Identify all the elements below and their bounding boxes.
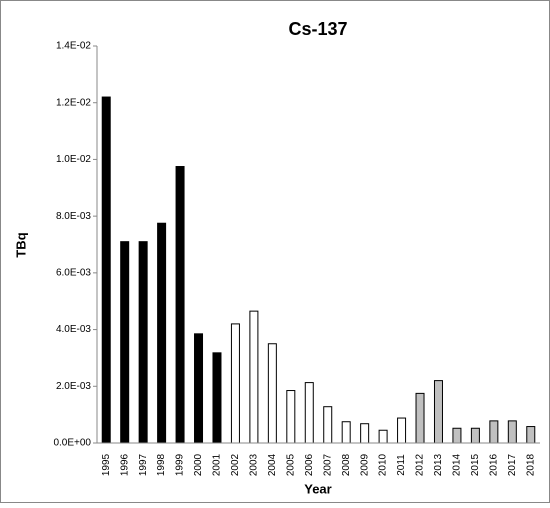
y-axis-label: TBq bbox=[13, 232, 28, 257]
x-tick-label: 2017 bbox=[507, 453, 518, 476]
x-tick-label: 2010 bbox=[378, 453, 389, 476]
x-tick-label: 2002 bbox=[230, 453, 241, 476]
y-tick-label: 1.4E-02 bbox=[56, 41, 91, 52]
y-tick-label: 2.0E-03 bbox=[56, 381, 91, 392]
bar bbox=[286, 390, 296, 444]
bar bbox=[267, 343, 277, 444]
bar bbox=[341, 421, 351, 444]
bar bbox=[175, 166, 185, 444]
y-tick-label: 8.0E-03 bbox=[56, 211, 91, 222]
x-tick-label: 1996 bbox=[119, 453, 130, 476]
x-axis-label: Year bbox=[304, 481, 331, 496]
y-tick-label: 6.0E-03 bbox=[56, 267, 91, 278]
chart-title: Cs-137 bbox=[288, 19, 347, 39]
bar bbox=[433, 380, 443, 444]
x-tick-label: 2000 bbox=[193, 453, 204, 476]
x-tick-label: 2001 bbox=[212, 453, 223, 476]
bar bbox=[489, 420, 499, 444]
x-tick-label: 2009 bbox=[359, 453, 370, 476]
x-tick-label: 2012 bbox=[415, 453, 426, 476]
y-tick-label: 4.0E-03 bbox=[56, 324, 91, 335]
x-tick-label: 1997 bbox=[138, 453, 149, 476]
y-tick-label: 1.2E-02 bbox=[56, 97, 91, 108]
x-tick-label: 1999 bbox=[175, 453, 186, 476]
x-tick-label: 2005 bbox=[285, 453, 296, 476]
x-tick-label: 2003 bbox=[249, 453, 260, 476]
bar bbox=[378, 429, 388, 444]
bar bbox=[212, 352, 222, 444]
x-tick-label: 2018 bbox=[525, 453, 536, 476]
x-tick-label: 2013 bbox=[433, 453, 444, 476]
bar bbox=[360, 423, 370, 444]
x-tick-label: 1998 bbox=[156, 453, 167, 476]
bar bbox=[452, 427, 462, 444]
bar bbox=[526, 426, 536, 444]
x-tick-label: 2007 bbox=[322, 453, 333, 476]
bar bbox=[120, 241, 130, 444]
x-tick-label: 2016 bbox=[488, 453, 499, 476]
bar bbox=[249, 310, 259, 444]
x-tick-label: 2011 bbox=[396, 454, 407, 476]
bar bbox=[397, 417, 407, 444]
bar bbox=[507, 420, 517, 444]
bar bbox=[470, 427, 480, 444]
x-tick-label: 2008 bbox=[341, 453, 352, 476]
bar bbox=[230, 323, 240, 444]
y-tick-label: 0.0E+00 bbox=[53, 438, 91, 449]
x-tick-label: 2004 bbox=[267, 453, 278, 476]
y-tick-label: 1.0E-02 bbox=[56, 154, 91, 165]
bar bbox=[194, 333, 204, 444]
x-tick-label: 2006 bbox=[304, 453, 315, 476]
x-tick-label: 1995 bbox=[101, 453, 112, 476]
bar bbox=[138, 241, 148, 444]
bar bbox=[304, 382, 314, 444]
bar bbox=[415, 392, 425, 444]
bar bbox=[101, 96, 111, 444]
bar bbox=[323, 406, 333, 444]
x-tick-label: 2015 bbox=[470, 453, 481, 476]
bar bbox=[157, 222, 167, 444]
x-tick-label: 2014 bbox=[452, 453, 463, 476]
